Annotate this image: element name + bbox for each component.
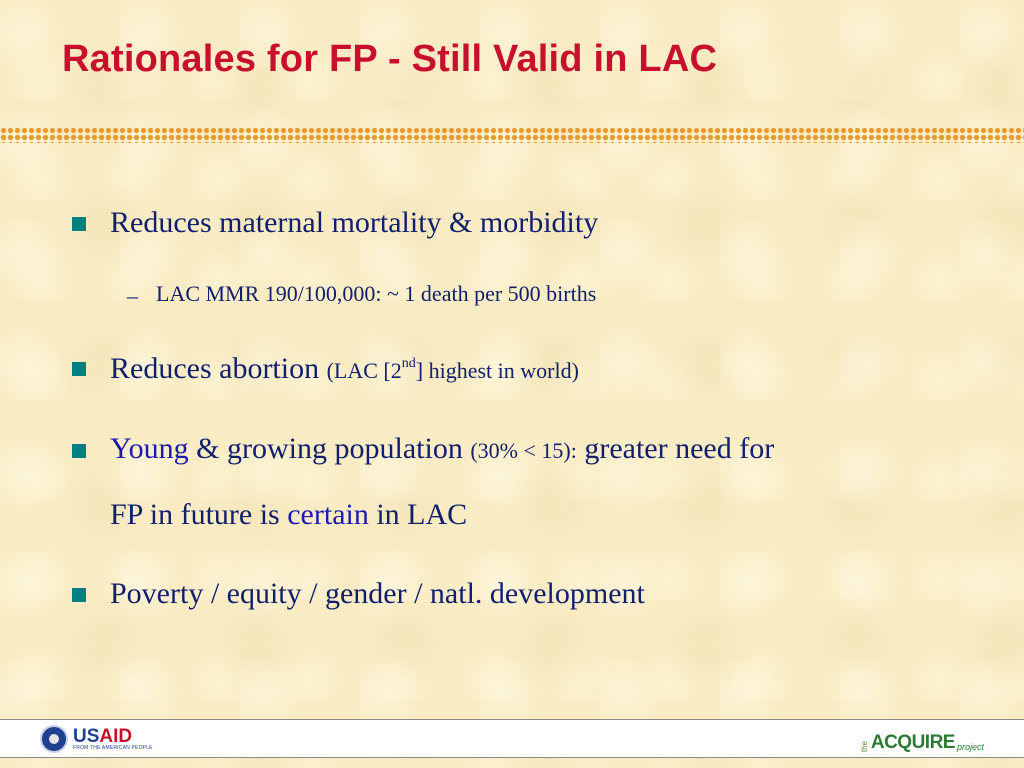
slide-title: Rationales for FP - Still Valid in LAC	[62, 38, 718, 80]
abortion-text: Reduces abortion	[110, 352, 320, 385]
population-stat: (30% < 15):	[470, 438, 577, 463]
bullet-square-icon	[72, 444, 86, 458]
usaid-seal-icon	[40, 725, 68, 753]
bullet-poverty: Poverty / equity / gender / natl. develo…	[110, 577, 645, 610]
in-lac-text: in LAC	[376, 498, 468, 531]
usaid-tagline: FROM THE AMERICAN PEOPLE	[73, 745, 153, 751]
abortion-note-open: (LAC [2	[326, 358, 402, 383]
abortion-note-sup: nd	[401, 356, 416, 371]
acquire-project: project	[956, 742, 984, 752]
acquire-the: the	[859, 740, 869, 752]
bullet-square-icon	[72, 217, 86, 231]
usaid-logo: USAID FROM THE AMERICAN PEOPLE	[40, 723, 190, 755]
bullet-young-population-line1: Young & growing population (30% < 15): g…	[110, 434, 774, 464]
fp-future-text: FP in future is	[110, 498, 280, 531]
slide-content: Reduces maternal mortality & morbidity –…	[72, 206, 774, 610]
bullet-square-icon	[72, 588, 86, 602]
young-highlight: Young	[110, 432, 189, 465]
usaid-aid: AID	[99, 726, 133, 747]
usaid-us: US	[73, 726, 100, 747]
sub-bullet-dash: –	[127, 283, 138, 308]
bullet-young-population-line2: FP in future is certain in LAC	[110, 500, 467, 530]
dotted-divider	[0, 127, 1024, 143]
footer-bar: USAID FROM THE AMERICAN PEOPLE the ACQUI…	[0, 719, 1024, 758]
usaid-wordmark: USAID FROM THE AMERICAN PEOPLE	[73, 727, 153, 751]
bullet-maternal-mortality: Reduces maternal mortality & morbidity	[110, 206, 599, 239]
growing-population-text: & growing population	[196, 432, 463, 465]
acquire-logo: the ACQUIRE project	[860, 728, 984, 752]
usaid-word: USAID	[73, 727, 153, 746]
greater-need-text: greater need for	[584, 432, 775, 465]
acquire-wordmark: ACQUIRE	[870, 732, 956, 753]
bullet-abortion: Reduces abortion (LAC [2nd] highest in w…	[110, 354, 579, 384]
bullet-square-icon	[72, 362, 86, 376]
certain-highlight: certain	[287, 498, 369, 531]
sub-bullet-mmr: LAC MMR 190/100,000: ~ 1 death per 500 b…	[156, 281, 597, 306]
abortion-note-close: ] highest in world)	[415, 358, 579, 383]
